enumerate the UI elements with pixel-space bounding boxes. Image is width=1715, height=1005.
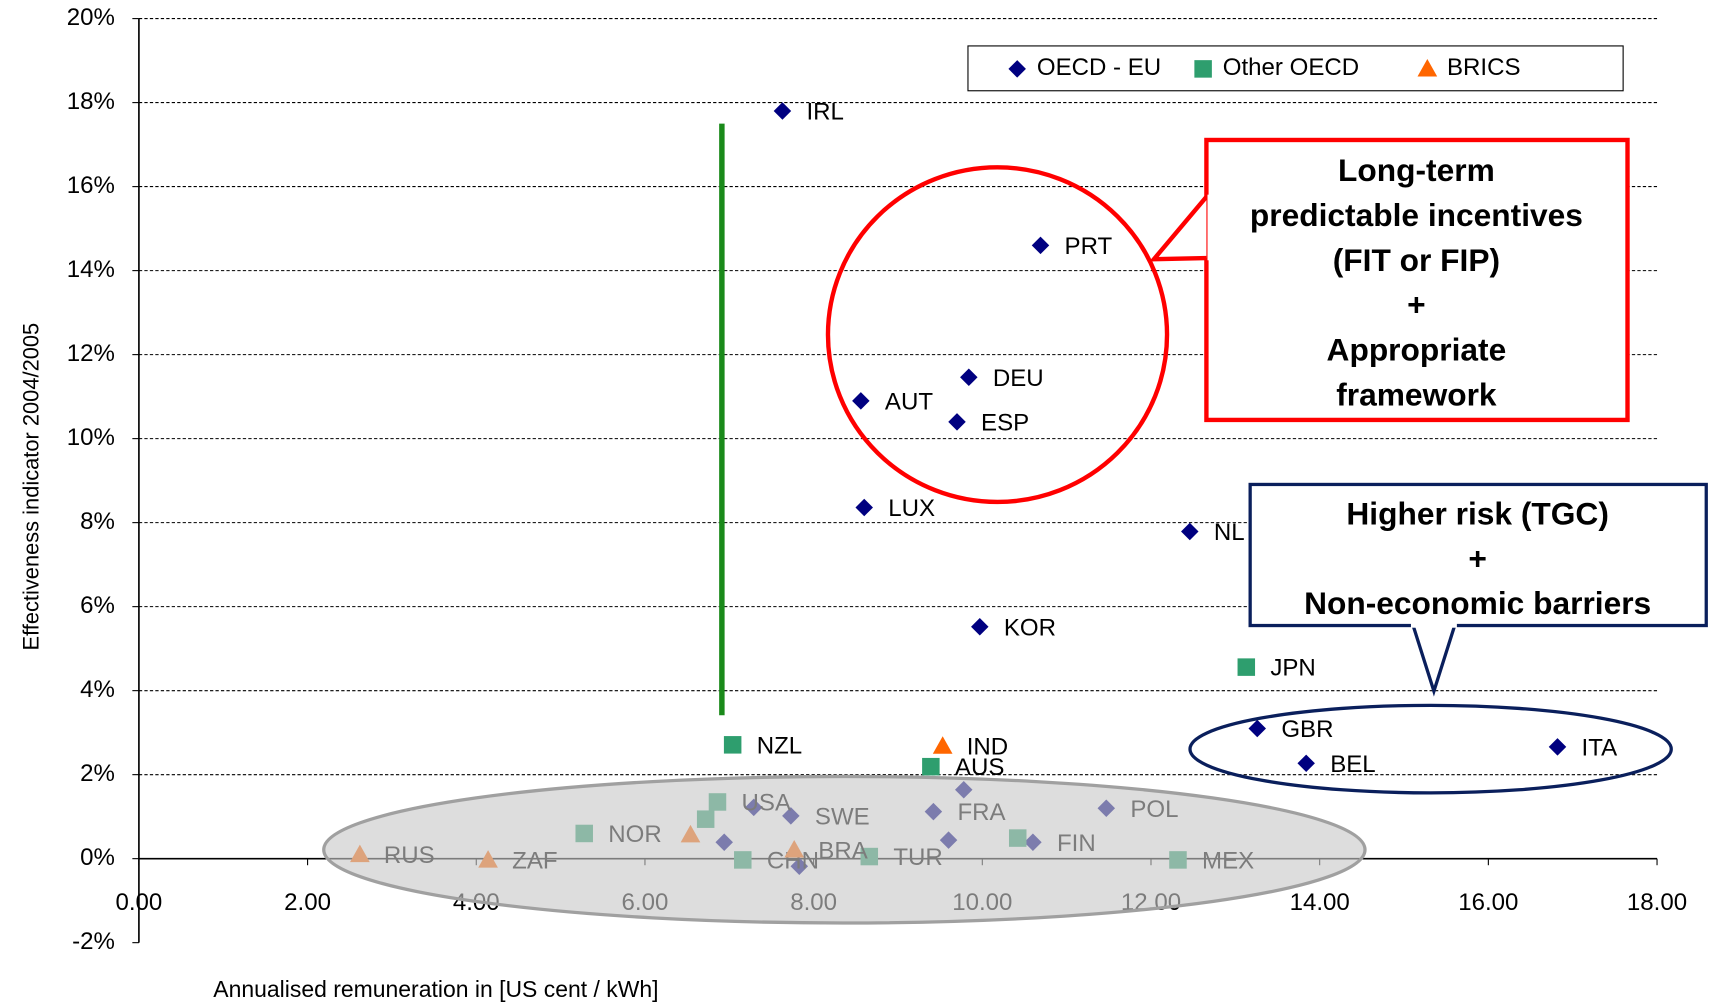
callout-pointer [1411, 625, 1457, 697]
point [922, 757, 940, 776]
annotation-line: Non-economic barriers [1304, 585, 1651, 621]
x-tick-label: 18.00 [1627, 889, 1687, 916]
annotation-line: framework [1336, 376, 1497, 412]
point-label: KOR [1004, 614, 1056, 641]
point-label: NL [1214, 519, 1245, 546]
callout-box [1204, 137, 1630, 423]
legend: OECD - EU Other OECD BRICS [1008, 54, 1521, 81]
point [1417, 59, 1438, 77]
x-tick-label: 2.00 [284, 889, 331, 916]
annotation-line: Appropriate [1327, 332, 1507, 368]
point [723, 736, 742, 754]
callout-gap [1410, 622, 1457, 628]
point [1031, 236, 1050, 255]
point [932, 736, 953, 754]
highlight-ellipse [1188, 703, 1673, 795]
point-label: PRT [1065, 233, 1113, 260]
annotations: Long-term predictable incentives (FIT or F… [1250, 152, 1651, 621]
point [960, 368, 978, 387]
point-label: BEL [1330, 751, 1375, 778]
point [1194, 60, 1212, 78]
callout-box [1248, 482, 1708, 628]
x-axis-title: Annualised remuneration in [US cent / kW… [213, 976, 658, 1002]
y-tick-label: 4% [80, 676, 115, 703]
annotation-line: + [1468, 540, 1487, 576]
point-label: IND [967, 734, 1008, 761]
y-tick-label: 6% [80, 592, 115, 619]
point [1237, 658, 1256, 676]
y-tick-label: 0% [80, 844, 115, 871]
y-tick-label: 18% [67, 88, 115, 115]
y-tick-label: 20% [67, 4, 115, 31]
y-tick-label: 2% [80, 760, 115, 787]
point [1248, 719, 1267, 738]
y-tick-label: 16% [67, 172, 115, 199]
point [852, 392, 870, 410]
point [971, 618, 989, 636]
legend-box [967, 45, 1624, 92]
point [1297, 754, 1315, 773]
y-tick-label: 14% [67, 256, 115, 283]
point [948, 413, 966, 431]
point-label: LUX [888, 495, 935, 522]
y-tick-label: -2% [72, 928, 115, 955]
legend-label: Other OECD [1223, 54, 1359, 81]
point [1548, 738, 1567, 756]
annotation-line: (FIT or FIP) [1333, 242, 1500, 278]
point-label: AUS [955, 754, 1004, 781]
annotation-line: Long-term [1338, 152, 1495, 188]
y-tick-label: 8% [80, 508, 115, 535]
annotation-line: Higher risk (TGC) [1346, 496, 1608, 532]
callout-gap [1207, 194, 1212, 261]
callout-pointer [1149, 195, 1209, 262]
point-label: NZL [757, 732, 802, 759]
point [773, 102, 792, 120]
point-label: ESP [981, 409, 1029, 436]
y-tick-label: 12% [67, 340, 115, 367]
point-label: AUT [885, 388, 933, 415]
x-tick-label: 14.00 [1290, 889, 1350, 916]
point-label: IRL [806, 99, 843, 126]
point [1181, 522, 1199, 541]
point [855, 498, 873, 517]
highlight-circle [825, 165, 1170, 505]
y-tick-label: 10% [67, 424, 115, 451]
legend-label: BRICS [1447, 54, 1521, 81]
legend-label: OECD - EU [1037, 54, 1161, 81]
point-label: GBR [1281, 716, 1333, 743]
highlight-ellipse [322, 774, 1367, 925]
x-tick-label: 16.00 [1458, 889, 1518, 916]
point-label: JPN [1270, 655, 1315, 682]
y-axis-title: Effectiveness indicator 2004/2005 [19, 323, 44, 651]
point-label: DEU [993, 365, 1044, 392]
point-label: ITA [1582, 734, 1618, 761]
point [1008, 60, 1026, 78]
annotation-line: + [1407, 287, 1426, 323]
annotation-line: predictable incentives [1250, 197, 1583, 233]
